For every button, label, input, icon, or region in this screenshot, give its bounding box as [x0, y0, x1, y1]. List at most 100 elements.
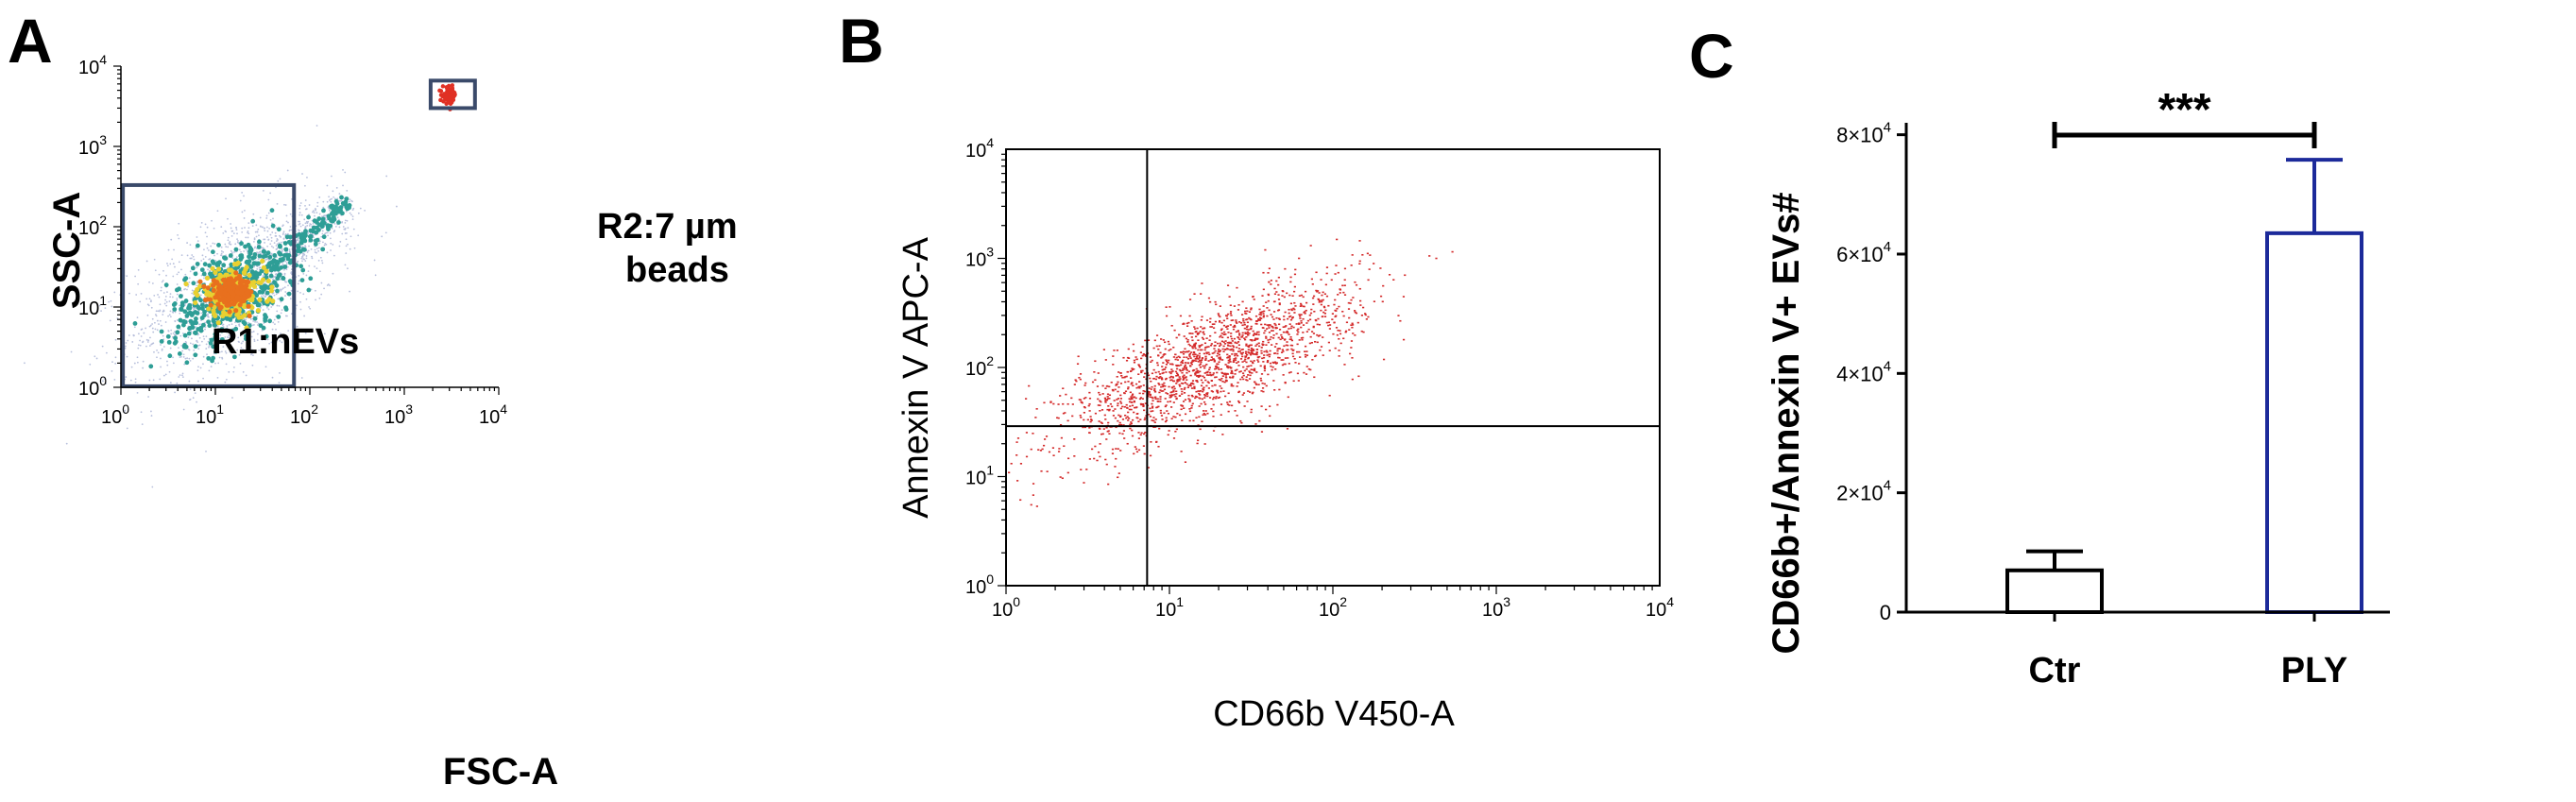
panel-a-point-low — [207, 263, 213, 268]
panel-a-point-low — [179, 306, 184, 312]
panel-b-point — [1309, 245, 1312, 247]
panel-b-point — [1263, 350, 1266, 353]
panel-b-point — [1254, 383, 1257, 384]
panel-b-point — [1197, 361, 1200, 363]
panel-b-point — [1185, 367, 1188, 370]
panel-b-point — [1313, 376, 1316, 379]
panel-a-point-low — [178, 317, 183, 323]
panel-b-point — [1297, 322, 1301, 325]
panel-a-point-sparse — [326, 200, 329, 203]
panel-b-point — [1091, 381, 1095, 384]
panel-b-point — [1071, 415, 1074, 418]
panel-a-point-sparse — [299, 291, 301, 294]
panel-a-point-sparse — [304, 222, 307, 225]
panel-b-point — [1112, 355, 1115, 357]
panel-a-point-low — [188, 318, 194, 324]
panel-b-point — [1277, 294, 1280, 296]
panel-b-point — [1109, 402, 1112, 405]
panel-b-point — [1205, 337, 1208, 339]
panel-b-point — [1255, 384, 1258, 385]
panel-b-point — [1162, 339, 1165, 341]
panel-a-point-sparse — [174, 391, 176, 394]
panel-a-point-high — [208, 302, 213, 308]
panel-a-point-low — [274, 282, 280, 288]
panel-b-point — [1297, 331, 1300, 333]
panel-a-point-sparse — [339, 241, 342, 243]
panel-b-point — [1242, 378, 1245, 381]
panel-b-point — [1342, 291, 1345, 294]
panel-a-point-sparse — [271, 376, 274, 379]
panel-b-point — [1207, 346, 1210, 348]
panel-b-point — [1138, 392, 1141, 395]
panel-a-point-low — [287, 260, 293, 265]
panel-b-point — [1234, 352, 1237, 355]
panel-b-point — [1285, 331, 1288, 333]
panel-b-point — [1198, 345, 1201, 347]
panel-b-point — [1209, 300, 1212, 303]
panel-b-point — [1130, 422, 1133, 425]
panel-b-point — [1161, 355, 1164, 358]
panel-a-point-sparse — [315, 299, 316, 301]
panel-a-point-sparse — [296, 304, 299, 307]
panel-b-point — [1134, 356, 1137, 358]
panel-a-point-sparse — [290, 229, 293, 231]
panel-b-point — [1087, 404, 1090, 407]
panel-a-point-mid — [193, 290, 198, 296]
panel-b-point — [1289, 318, 1293, 321]
panel-b-point — [1010, 462, 1013, 465]
panel-b-point — [1160, 338, 1163, 340]
panel-b-point — [1140, 432, 1143, 435]
panel-b-point — [1215, 397, 1218, 400]
panel-b-point — [1019, 499, 1022, 502]
panel-b-point — [1199, 363, 1203, 366]
panel-b-point — [1137, 420, 1140, 423]
panel-b-point — [1283, 363, 1286, 366]
panel-b-point — [1164, 405, 1167, 408]
panel-b-point — [1255, 331, 1259, 333]
panel-a-point-sparse — [136, 361, 139, 364]
panel-a-point-sparse — [220, 350, 223, 353]
panel-b-point — [1305, 309, 1307, 312]
panel-b-point — [1230, 342, 1233, 345]
panel-a-point-high — [245, 288, 250, 295]
panel-b-point — [1065, 393, 1067, 396]
panel-b-point — [1229, 345, 1232, 348]
panel-b-point — [1228, 366, 1231, 368]
panel-a-point-sparse — [210, 366, 213, 367]
panel-a-point-sparse — [330, 200, 333, 203]
panel-a-point-sparse — [267, 238, 270, 241]
panel-a-point-sparse — [140, 411, 143, 414]
panel-b-point — [1203, 376, 1206, 379]
panel-a-point-sparse — [283, 272, 286, 275]
panel-b-point — [1344, 330, 1348, 333]
panel-a-point-low — [278, 251, 282, 257]
panel-b-point — [1294, 305, 1297, 307]
panel-a-point-sparse — [249, 317, 252, 320]
panel-b-point — [1240, 349, 1243, 350]
panel-a-point-low — [281, 276, 286, 282]
panel-b-point — [1262, 271, 1265, 274]
panel-b-point — [1300, 314, 1303, 316]
panel-b-point — [1208, 368, 1211, 371]
panel-b-point — [1088, 432, 1091, 435]
panel-b-point — [1334, 347, 1337, 350]
panel-a-point-low — [282, 241, 288, 246]
panel-b-point — [1177, 355, 1180, 358]
panel-a-point-sparse — [206, 226, 209, 229]
panel-a-point-sparse — [162, 346, 165, 348]
panel-b-point — [1179, 369, 1183, 372]
panel-a-point-sparse — [139, 344, 142, 347]
panel-a-point-sparse — [176, 319, 179, 321]
panel-a-point-sparse — [239, 199, 242, 202]
panel-a-point-sparse — [180, 344, 183, 347]
panel-a-point-low — [307, 234, 313, 239]
panel-a-point-sparse — [157, 310, 160, 313]
panel-a-point-sparse — [352, 228, 355, 230]
panel-b-point — [1208, 353, 1211, 356]
panel-a-point-sparse — [148, 281, 150, 283]
panel-a-point-sparse — [264, 350, 266, 352]
panel-a-point-sparse — [160, 366, 162, 368]
panel-a-point-sparse — [350, 213, 352, 216]
panel-b-point — [1263, 310, 1266, 313]
panel-b-point — [1236, 415, 1238, 417]
